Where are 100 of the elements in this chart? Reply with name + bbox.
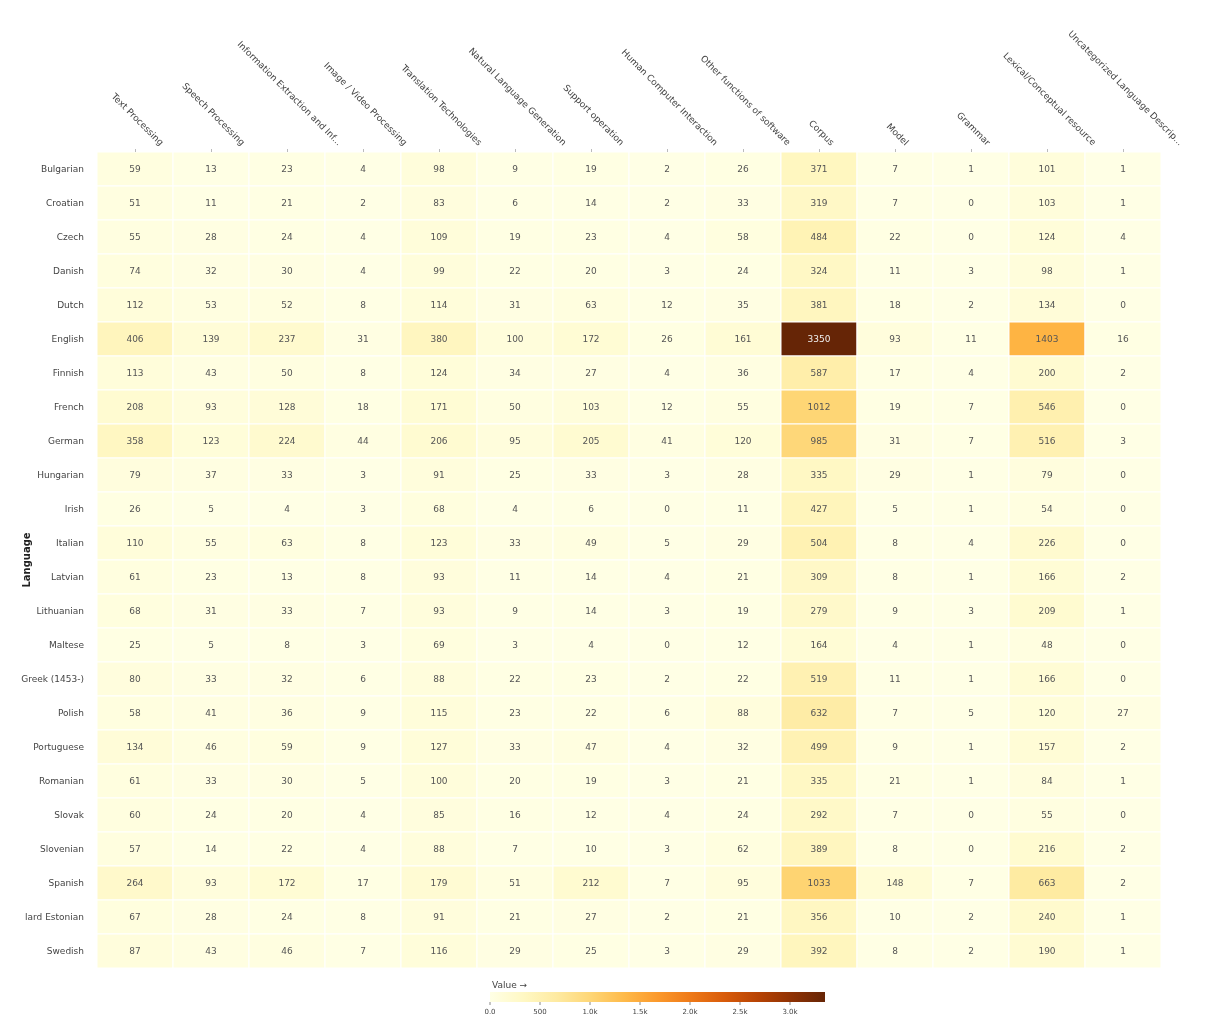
y-tick-label: Croatian <box>45 198 84 209</box>
data-label: 0 <box>664 640 671 651</box>
data-label: 3 <box>968 266 974 277</box>
data-label: 55 <box>737 402 749 413</box>
data-label: 5 <box>664 538 670 549</box>
data-label: 335 <box>810 776 828 787</box>
data-label: 120 <box>1038 708 1056 719</box>
data-label: 10 <box>585 844 597 855</box>
data-label: 46 <box>281 946 293 957</box>
data-label: 172 <box>582 334 600 345</box>
data-label: 7 <box>664 878 670 889</box>
data-label: 0 <box>968 844 975 855</box>
data-label: 19 <box>509 232 521 243</box>
data-label: 14 <box>585 572 597 583</box>
data-label: 28 <box>737 470 749 481</box>
data-label: 8 <box>892 572 899 583</box>
data-label: 1 <box>1120 266 1126 277</box>
data-label: 25 <box>585 946 597 957</box>
data-label: 2 <box>1120 844 1126 855</box>
data-label: 4 <box>360 266 367 277</box>
data-label: 240 <box>1038 912 1056 923</box>
data-label: 35 <box>737 300 749 311</box>
data-label: 20 <box>281 810 293 821</box>
data-label: 3 <box>512 640 518 651</box>
data-label: 519 <box>810 674 828 685</box>
data-label: 83 <box>433 198 445 209</box>
data-label: 3 <box>664 470 670 481</box>
data-label: 7 <box>892 708 898 719</box>
data-label: 499 <box>810 742 828 753</box>
y-tick-label: Irish <box>64 504 84 515</box>
data-label: 16 <box>509 810 521 821</box>
data-label: 632 <box>810 708 828 719</box>
data-label: 101 <box>1038 164 1056 175</box>
y-tick-label: Maltese <box>48 640 85 651</box>
data-label: 95 <box>509 436 521 447</box>
data-label: 13 <box>281 572 293 583</box>
data-label: 32 <box>205 266 217 277</box>
data-label: 8 <box>360 912 367 923</box>
data-label: 179 <box>430 878 448 889</box>
data-label: 123 <box>430 538 448 549</box>
data-label: 93 <box>433 572 445 583</box>
data-label: 100 <box>506 334 524 345</box>
data-label: 157 <box>1038 742 1056 753</box>
data-label: 381 <box>810 300 828 311</box>
data-label: 21 <box>737 776 749 787</box>
data-label: 292 <box>810 810 828 821</box>
data-label: 7 <box>968 436 974 447</box>
data-label: 3350 <box>807 334 831 345</box>
data-label: 103 <box>1038 198 1056 209</box>
data-label: 93 <box>205 402 217 413</box>
data-label: 21 <box>509 912 521 923</box>
data-label: 25 <box>509 470 521 481</box>
data-label: 0 <box>1120 402 1127 413</box>
data-label: 8 <box>284 640 291 651</box>
y-tick-label: Hungarian <box>37 470 84 481</box>
data-label: 47 <box>585 742 597 753</box>
data-label: 134 <box>1038 300 1056 311</box>
data-label: 4 <box>284 504 291 515</box>
data-label: 2 <box>1120 368 1126 379</box>
data-label: 7 <box>892 810 898 821</box>
data-label: 100 <box>430 776 448 787</box>
data-label: 61 <box>129 776 141 787</box>
data-label: 0 <box>1120 674 1127 685</box>
data-label: 171 <box>430 402 448 413</box>
data-label: 0 <box>1120 810 1127 821</box>
data-label: 11 <box>889 674 901 685</box>
data-label: 5 <box>360 776 366 787</box>
data-label: 124 <box>1038 232 1056 243</box>
data-label: 206 <box>430 436 448 447</box>
data-label: 26 <box>129 504 141 515</box>
data-label: 55 <box>1041 810 1053 821</box>
data-label: 2 <box>664 912 670 923</box>
data-label: 1 <box>1120 776 1126 787</box>
data-label: 128 <box>278 402 296 413</box>
data-label: 1012 <box>807 402 831 413</box>
data-label: 237 <box>278 334 296 345</box>
data-label: 20 <box>509 776 521 787</box>
data-label: 1 <box>1120 946 1126 957</box>
data-label: 21 <box>737 912 749 923</box>
data-label: 264 <box>126 878 144 889</box>
data-label: 110 <box>126 538 144 549</box>
data-label: 309 <box>810 572 828 583</box>
data-label: 99 <box>433 266 445 277</box>
data-label: 209 <box>1038 606 1056 617</box>
data-label: 356 <box>810 912 828 923</box>
data-label: 18 <box>357 402 369 413</box>
data-label: 166 <box>1038 572 1056 583</box>
y-tick-label: Latvian <box>50 572 84 583</box>
data-label: 3 <box>1120 436 1126 447</box>
y-tick-label: Portuguese <box>33 742 85 753</box>
data-label: 23 <box>205 572 217 583</box>
data-label: 406 <box>126 334 144 345</box>
data-label: 61 <box>129 572 141 583</box>
data-label: 279 <box>810 606 828 617</box>
data-label: 148 <box>886 878 904 889</box>
data-label: 1 <box>968 470 974 481</box>
data-label: 587 <box>810 368 828 379</box>
data-label: 335 <box>810 470 828 481</box>
data-label: 98 <box>433 164 445 175</box>
data-label: 69 <box>433 640 445 651</box>
